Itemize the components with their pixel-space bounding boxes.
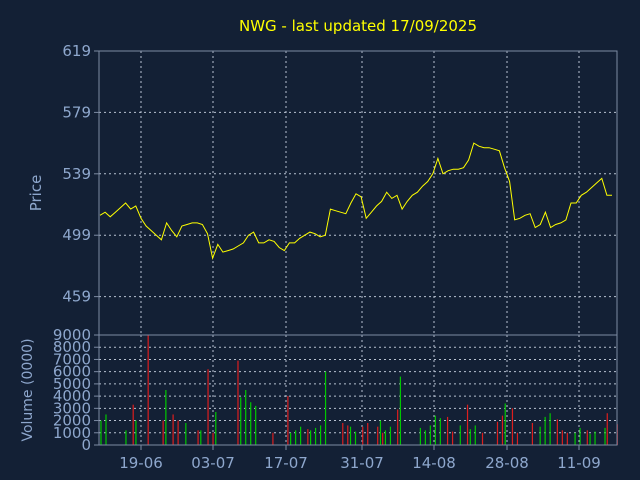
volume-tick-label: 4000 xyxy=(53,387,91,405)
price-tick-label: 619 xyxy=(62,42,91,60)
volume-tick-label: 1000 xyxy=(53,424,91,442)
volume-axis-label: Volume (0000) xyxy=(20,338,36,441)
price-grid xyxy=(99,51,617,335)
volume-bars xyxy=(100,335,618,445)
price-axis-label: Price xyxy=(27,175,45,212)
price-panel: 619 579 539 499 459 Price xyxy=(27,42,618,336)
volume-tick-label: 7000 xyxy=(53,350,91,368)
price-tick-label: 579 xyxy=(62,103,91,121)
price-tick-label: 539 xyxy=(62,165,91,183)
volume-tick-label: 2000 xyxy=(53,412,91,430)
volume-tick-label: 0 xyxy=(81,436,91,454)
price-tick-label: 499 xyxy=(62,226,91,244)
date-tick-label: 11-09 xyxy=(557,454,601,472)
volume-tick-label: 3000 xyxy=(53,399,91,417)
date-x-ticks: 19-06 03-07 17-07 31-07 14-08 28-08 11-09 xyxy=(119,445,601,472)
volume-tick-label: 8000 xyxy=(53,338,91,356)
volume-tick-label: 6000 xyxy=(53,363,91,381)
price-tick-label: 459 xyxy=(62,288,91,306)
volume-tick-label: 5000 xyxy=(53,375,91,393)
price-y-ticks: 619 579 539 499 459 xyxy=(62,42,99,306)
date-tick-label: 17-07 xyxy=(264,454,308,472)
date-tick-label: 31-07 xyxy=(340,454,384,472)
date-tick-label: 03-07 xyxy=(191,454,235,472)
price-series-line xyxy=(99,142,612,260)
date-tick-label: 14-08 xyxy=(412,454,456,472)
chart-title: NWG - last updated 17/09/2025 xyxy=(239,17,477,35)
date-tick-label: 28-08 xyxy=(485,454,529,472)
volume-plot-frame xyxy=(98,334,618,446)
date-tick-label: 19-06 xyxy=(119,454,163,472)
volume-tick-label: 9000 xyxy=(53,326,91,344)
